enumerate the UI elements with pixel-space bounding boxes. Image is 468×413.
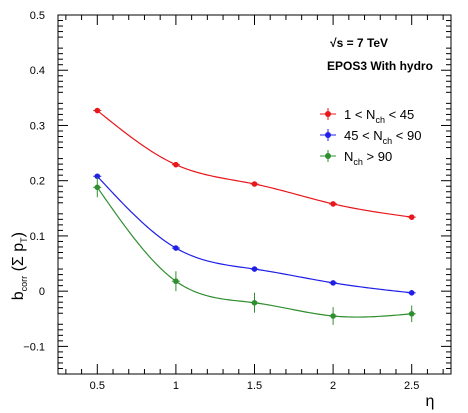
- data-point: [173, 278, 179, 285]
- data-point: [94, 184, 101, 191]
- legend-label: Nch > 90: [344, 149, 392, 167]
- data-point: [408, 290, 415, 296]
- data-point: [251, 299, 258, 306]
- x-tick-label: 0.5: [90, 380, 105, 392]
- y-tick-label: 0.1: [30, 231, 45, 243]
- y-tick-label: 0.2: [30, 176, 45, 188]
- legend-marker: [325, 132, 331, 138]
- y-axis-title: bcorr (Σ pT): [10, 232, 29, 300]
- data-point: [251, 181, 258, 187]
- series-curve-1: [96, 175, 412, 294]
- legend-entry-high-nch: Nch > 90: [320, 149, 392, 167]
- y-tick-label: 0.5: [30, 10, 45, 22]
- legend-entry-mid-nch: 45 < Nch < 90: [320, 128, 421, 146]
- legend-marker: [325, 111, 331, 117]
- legend-label: 45 < Nch < 90: [344, 128, 421, 146]
- y-tick-label: 0: [39, 286, 45, 298]
- data-point: [330, 313, 336, 319]
- legend: 1 < Nch < 45 45 < Nch < 90 Nch > 90: [320, 107, 421, 167]
- data-points: [93, 107, 416, 325]
- annotation-model: EPOS3 With hydro: [327, 59, 433, 73]
- x-tick-label: 1: [173, 380, 179, 392]
- data-point: [330, 201, 336, 207]
- legend-entry-low-nch: 1 < Nch < 45: [320, 107, 414, 125]
- axis-ticks: 0.5 1 1.5 2 2.5 −0.1 0 0.1 0.2 0.3 0.4 0.5: [23, 10, 451, 392]
- data-point: [408, 214, 415, 220]
- annotation-energy: √s = 7 TeV: [330, 36, 388, 50]
- y-tick-label: 0.4: [30, 65, 45, 77]
- data-point: [251, 266, 258, 272]
- data-point: [94, 173, 101, 180]
- data-point: [173, 161, 179, 168]
- x-tick-label: 2: [330, 380, 336, 392]
- legend-marker: [325, 153, 331, 159]
- data-point: [94, 107, 101, 114]
- data-point: [173, 245, 179, 251]
- data-point: [408, 310, 415, 317]
- legend-label: 1 < Nch < 45: [344, 107, 414, 125]
- x-tick-label: 2.5: [404, 380, 419, 392]
- y-tick-label: 0.3: [30, 120, 45, 132]
- data-point: [330, 280, 336, 286]
- x-tick-label: 1.5: [247, 380, 262, 392]
- x-axis-title: η: [426, 393, 435, 410]
- y-tick-label: −0.1: [23, 341, 45, 353]
